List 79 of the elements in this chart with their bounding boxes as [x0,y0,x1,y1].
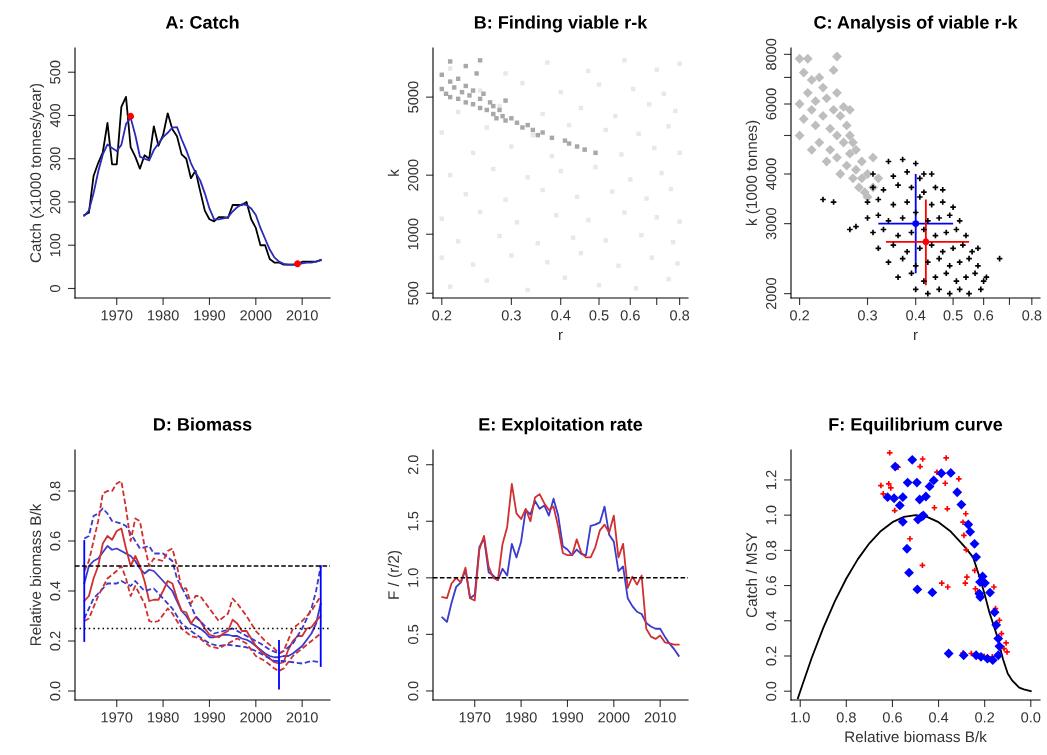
y-tick-label: 0 [49,285,61,292]
y-tick-label: 0.6 [765,576,777,596]
y-tick-label: 0.2 [765,646,777,666]
y-tick-label: 1.0 [765,505,777,525]
y-tick-label: 400 [49,103,61,128]
y-tick-label: 500 [49,60,61,84]
chart-title: B: Finding viable r-k [474,15,648,33]
x-tick-label: 2000 [598,712,630,723]
x-tick-label: 0.8 [836,712,856,723]
y-tick-label: 1000 [407,218,419,250]
x-tick-label: 0.6 [882,712,902,723]
y-tick-label: 1.5 [408,511,419,531]
y-axis-title: Catch / MSY [745,532,758,618]
y-tick-label: 0.4 [765,611,777,631]
y-tick-label: 2.0 [407,455,419,475]
y-tick-label: 0.6 [49,531,61,551]
x-axis-title: r [913,331,918,341]
y-tick-label: 8000 [765,38,777,70]
x-tick-label: 0.4 [928,712,949,723]
y-tick-label: 6000 [765,88,777,120]
y-tick-label: 0.8 [49,481,61,501]
y-axis-title: Catch (x1000 tonnes/year) [29,83,45,263]
y-tick-label: 200 [49,190,61,214]
x-tick-label: 1990 [194,310,226,321]
y-axis-title: k [387,169,399,176]
y-tick-label: 0.0 [49,681,61,701]
x-tick-label: 0.4 [551,310,571,321]
y-tick-label: 5000 [407,81,419,113]
y-axis-title: Relative biomass B/k [29,503,42,646]
x-tick-label: 0.5 [589,310,609,321]
y-tick-label: 4000 [765,158,777,190]
y-tick-label: 0.2 [49,631,61,651]
x-tick-label: 0.0 [1021,712,1041,723]
x-tick-label: 1970 [459,712,491,723]
x-axis-title: r [558,331,563,341]
x-tick-label: 0.2 [790,310,809,321]
x-tick-label: 1990 [552,712,584,723]
x-tick-label: 0.5 [943,310,963,321]
y-tick-label: 300 [49,147,61,171]
x-tick-label: 2010 [286,712,318,723]
x-tick-label: 1980 [147,310,179,321]
y-tick-label: 500 [407,281,419,305]
x-tick-label: 0.2 [432,310,452,321]
x-tick-label: 0.4 [906,310,926,321]
x-tick-label: 2010 [644,712,676,723]
chart-title: C: Analysis of viable r-k [814,15,1018,33]
y-tick-label: 100 [49,233,61,257]
chart-title: D: Biomass [154,417,252,431]
x-tick-label: 1980 [147,712,179,723]
y-tick-label: 0.0 [765,681,777,701]
y-tick-label: 1.0 [407,568,419,587]
chart-title: A: Catch [165,15,239,29]
x-tick-label: 0.3 [501,310,521,321]
x-tick-label: 0.3 [857,310,878,321]
x-tick-label: 1970 [101,310,133,321]
chart-title: F: Equilibrium curve [829,417,1003,435]
x-tick-label: 1990 [194,712,226,723]
x-tick-label: 1970 [101,712,133,723]
x-tick-label: 0.8 [670,310,690,321]
x-tick-label: 2010 [286,310,318,321]
y-tick-label: 1.2 [765,470,777,489]
x-tick-label: 2000 [240,712,272,723]
y-tick-label: 0.0 [407,681,419,701]
x-tick-label: 0.8 [1022,310,1042,321]
y-tick-label: 0.4 [49,581,61,601]
x-tick-label: 1.0 [791,712,810,723]
y-tick-label: 3000 [765,207,777,240]
y-tick-label: 0.5 [407,624,419,644]
x-tick-label: 2000 [240,310,272,321]
x-tick-label: 0.6 [620,310,640,321]
x-tick-label: 1980 [505,712,537,723]
y-tick-label: 2000 [407,159,419,191]
x-tick-label: 0.2 [975,712,995,723]
y-axis-title: F / (r/2) [387,550,403,599]
x-tick-label: 0.6 [974,310,994,321]
x-axis-title: Relative biomass B/k [845,730,987,743]
y-tick-label: 0.8 [765,540,777,560]
y-axis-title: k (1000 tonnes) [745,120,761,226]
chart-title: E: Exploitation rate [479,417,643,435]
